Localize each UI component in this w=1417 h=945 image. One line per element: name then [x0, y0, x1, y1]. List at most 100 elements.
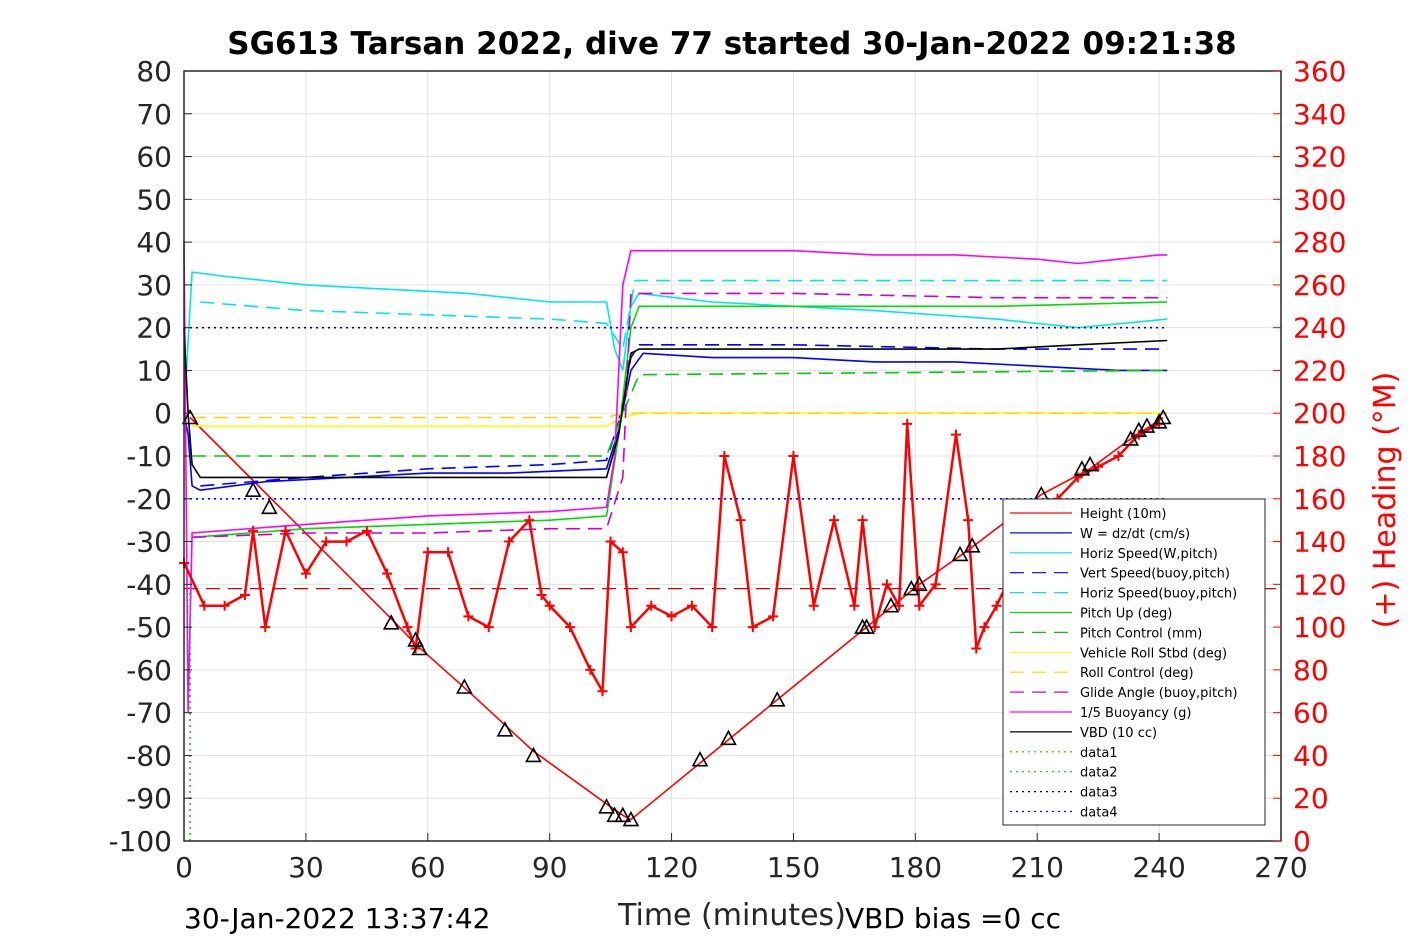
y-right-tick-label: 340: [1293, 98, 1346, 131]
triangle-marker: [606, 806, 624, 823]
triangle-marker: [720, 729, 737, 746]
legend-items: Height (10m) W = dz/dt (cm/s) Horiz Speed(…: [1010, 507, 1238, 821]
y-right-tick-label: 360: [1293, 55, 1346, 88]
heading-point: [829, 515, 840, 526]
heading-point: [361, 525, 372, 536]
series-line-4: [200, 279, 1168, 352]
y-right-tick-label: 300: [1293, 183, 1346, 216]
heading-point: [544, 600, 555, 611]
x-tick-label: 150: [767, 851, 820, 884]
triangle-marker: [691, 751, 709, 767]
heading-point: [504, 536, 515, 547]
y-right-tick-label: 80: [1293, 654, 1329, 687]
triangle-marker-layer: [181, 408, 1172, 827]
heading-point: [536, 590, 547, 601]
y-left-tick-label: -100: [108, 825, 172, 858]
heading-point: [808, 600, 819, 611]
series-line-6: [192, 369, 1168, 457]
y-right-tick-label: 100: [1293, 611, 1346, 644]
heading-point: [199, 600, 210, 611]
heading-point: [768, 611, 779, 622]
triangle-marker: [1073, 460, 1091, 476]
y-right-tick-label: 260: [1293, 269, 1346, 302]
legend-label: Horiz Speed(W,pitch): [1080, 547, 1218, 562]
y-left-tick-label: -10: [126, 440, 172, 473]
heading-point: [564, 622, 575, 633]
heading-point: [894, 600, 905, 611]
x-tick-label: 0: [175, 851, 193, 884]
y-left-tick-label: -50: [126, 611, 172, 644]
y-right-tick-label: 220: [1293, 354, 1346, 387]
legend-label: W = dz/dt (cm/s): [1080, 527, 1190, 542]
triangle-marker: [1130, 421, 1148, 438]
y-left-tick-label: 60: [136, 141, 172, 174]
y-left-tick-label: 20: [136, 312, 172, 345]
heading-point: [248, 525, 259, 536]
heading-point: [979, 622, 990, 633]
x-tick-labels: 0 30 60 90 120 150 180 210 240 270: [175, 833, 1308, 884]
heading-layer: [179, 418, 1165, 697]
triangle-marker: [911, 575, 928, 592]
heading-point: [857, 515, 868, 526]
heading-point: [422, 547, 433, 558]
triangle-marker: [244, 481, 262, 498]
triangle-marker: [963, 537, 981, 553]
triangle-marker: [456, 678, 473, 694]
y-left-tick-label: -70: [126, 697, 172, 730]
heading-point: [971, 643, 982, 654]
y-right-tick-label: 120: [1293, 568, 1346, 601]
heading-point: [747, 622, 758, 633]
legend-label: data4: [1080, 806, 1118, 821]
heading-point: [686, 600, 697, 611]
heading-point: [402, 622, 413, 633]
legend-label: Pitch Control (mm): [1080, 626, 1202, 641]
heading-point: [914, 600, 925, 611]
y-right-tick-label: 20: [1293, 782, 1329, 815]
heading-point: [869, 622, 880, 633]
triangle-marker: [1138, 417, 1156, 433]
y-right-axis-label: (+) Heading (°M): [1368, 372, 1403, 629]
y-right-tick-label: 240: [1293, 312, 1346, 345]
heading-point: [382, 568, 393, 579]
triangle-marker: [902, 579, 920, 596]
heading-point: [524, 515, 535, 526]
triangle-marker: [1154, 408, 1172, 425]
triangle-marker: [496, 721, 514, 737]
triangle-marker: [181, 408, 199, 425]
y-left-tick-label: -90: [126, 782, 172, 815]
y-left-tick-label: -80: [126, 739, 172, 772]
heading-point: [605, 536, 616, 547]
legend-label: Pitch Up (deg): [1080, 607, 1172, 622]
heading-point: [1113, 451, 1124, 461]
triangle-marker: [382, 614, 400, 630]
x-tick-label: 210: [1010, 851, 1063, 884]
y-right-tick-label: 180: [1293, 440, 1346, 473]
heading-point: [646, 600, 657, 611]
legend-label: Glide Angle (buoy,pitch): [1080, 686, 1238, 701]
y-left-tick-label: 10: [136, 354, 172, 387]
legend-label: data2: [1080, 766, 1118, 781]
heading-point: [1133, 429, 1144, 440]
heading-point: [788, 451, 799, 461]
triangle-marker: [882, 597, 900, 613]
x-tick-label: 240: [1132, 851, 1185, 884]
heading-point: [617, 547, 628, 558]
heading-point: [321, 536, 332, 547]
heading-point: [950, 429, 961, 440]
triangle-marker: [260, 498, 278, 515]
heading-point: [719, 451, 730, 461]
legend-label: Roll Control (deg): [1080, 666, 1194, 681]
heading-point: [463, 611, 474, 622]
heading-point: [239, 590, 250, 601]
y-right-tick-label: 0: [1293, 825, 1311, 858]
y-left-tick-label: 0: [154, 397, 172, 430]
legend-label: data1: [1080, 746, 1118, 761]
series-line-2: [183, 271, 1168, 414]
triangle-marker: [1150, 413, 1168, 429]
triangle-marker: [858, 618, 875, 634]
y-right-tick-label: 40: [1293, 739, 1329, 772]
x-tick-label: 90: [532, 851, 568, 884]
y-right-tick-labels: 3603403203002802602402202001801601401201…: [1273, 55, 1346, 858]
y-right-tick-label: 200: [1293, 397, 1346, 430]
series-line-9: [192, 292, 1168, 539]
